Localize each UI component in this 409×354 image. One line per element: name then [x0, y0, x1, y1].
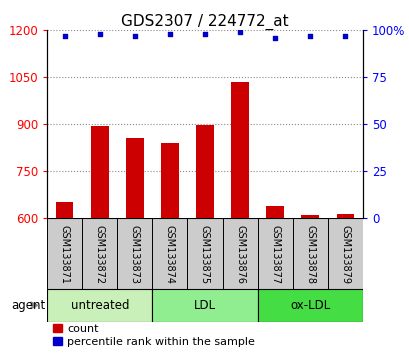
Bar	[336, 214, 353, 354]
Point	[306, 33, 313, 39]
Text: untreated: untreated	[70, 299, 129, 312]
Bar	[56, 202, 73, 354]
Text: GSM133873: GSM133873	[130, 225, 139, 284]
Text: LDL: LDL	[193, 299, 216, 312]
Bar	[231, 82, 248, 354]
Text: GSM133874: GSM133874	[164, 225, 175, 284]
Bar	[161, 143, 178, 354]
Bar	[126, 138, 143, 354]
Bar	[196, 125, 213, 354]
Point	[96, 31, 103, 37]
Bar	[91, 126, 108, 354]
Text: GSM133872: GSM133872	[94, 225, 105, 284]
Bar	[47, 289, 152, 322]
Text: GSM133879: GSM133879	[339, 225, 349, 284]
Text: GSM133877: GSM133877	[270, 225, 279, 284]
Point	[236, 29, 243, 35]
Point	[166, 31, 173, 37]
Point	[131, 33, 138, 39]
Text: GSM133875: GSM133875	[200, 225, 209, 284]
Bar	[152, 289, 257, 322]
Point	[61, 33, 68, 39]
Text: GSM133871: GSM133871	[60, 225, 70, 284]
Text: ox-LDL: ox-LDL	[290, 299, 330, 312]
Text: agent: agent	[11, 299, 45, 312]
Bar	[266, 206, 283, 354]
Title: GDS2307 / 224772_at: GDS2307 / 224772_at	[121, 14, 288, 30]
Text: GSM133878: GSM133878	[304, 225, 315, 284]
Legend: count, percentile rank within the sample: count, percentile rank within the sample	[53, 324, 254, 347]
Text: GSM133876: GSM133876	[234, 225, 245, 284]
Point	[271, 35, 278, 40]
Bar	[257, 289, 362, 322]
Point	[201, 31, 208, 37]
Point	[341, 33, 348, 39]
Bar	[301, 215, 318, 354]
